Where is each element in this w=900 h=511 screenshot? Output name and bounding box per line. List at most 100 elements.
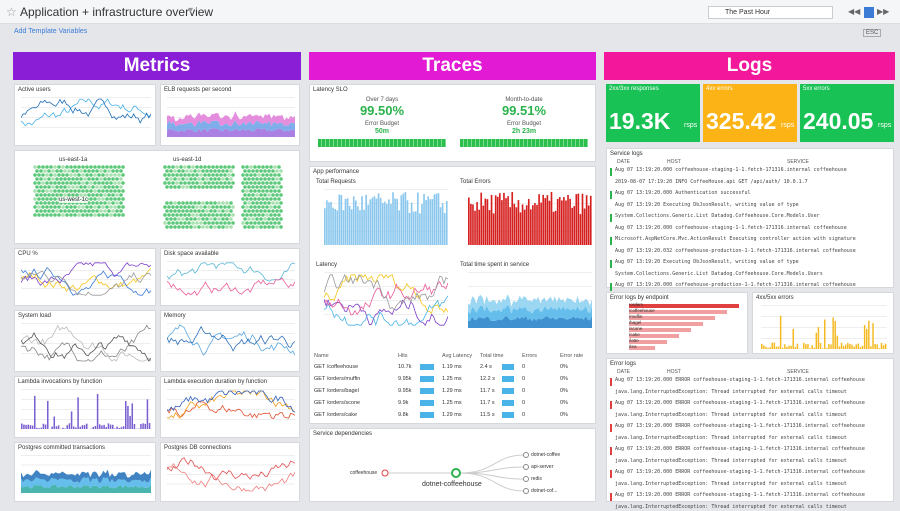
line — [167, 262, 295, 282]
slo-bar — [540, 139, 544, 147]
bar — [567, 194, 569, 245]
host-hex — [269, 189, 273, 193]
host-hex — [107, 209, 111, 213]
slo-bar — [362, 139, 366, 147]
host-hex — [203, 165, 207, 169]
host-hex — [55, 177, 59, 181]
host-hex — [97, 197, 101, 201]
widget-title: ELB requests per second — [164, 87, 232, 93]
host-hex — [165, 169, 169, 173]
host-hex — [241, 205, 245, 209]
host-hex — [81, 165, 85, 169]
host-hex — [227, 221, 231, 225]
host-hex — [77, 181, 81, 185]
host-hex — [195, 165, 199, 169]
host-hex — [203, 181, 207, 185]
log-line: java.lang.InterruptedException: Thread i… — [615, 434, 847, 441]
host-hex — [193, 209, 197, 213]
host-hex — [241, 173, 245, 177]
host-hex — [181, 169, 185, 173]
host-hex — [49, 173, 53, 177]
bar — [811, 345, 813, 349]
area — [468, 294, 592, 314]
host-hex — [99, 185, 103, 189]
host-hex — [59, 185, 63, 189]
bar — [517, 200, 520, 245]
host-hex — [81, 173, 85, 177]
host-hex — [181, 217, 185, 221]
bar — [34, 395, 36, 429]
endpoint-bar — [629, 340, 667, 344]
host-hex — [167, 173, 171, 177]
host-hex — [61, 205, 65, 209]
bar — [788, 345, 790, 349]
table-cell: 11.7 s — [480, 400, 495, 406]
column-header: Total time — [480, 353, 504, 359]
cell-bar — [502, 388, 514, 394]
template-link[interactable]: Add Template Variables — [14, 28, 88, 35]
host-hex — [69, 165, 73, 169]
table-cell: 10.7k — [398, 364, 412, 370]
host-hex — [65, 189, 69, 193]
bar — [499, 193, 501, 245]
column-header: Avg Latency — [442, 353, 473, 359]
host-hex — [277, 205, 281, 209]
host-hex — [207, 205, 211, 209]
host-hex — [107, 193, 111, 197]
widget-title: Postgres DB connections — [164, 445, 232, 451]
star[interactable]: ☆ — [6, 5, 17, 19]
pause[interactable] — [864, 7, 874, 18]
log-line: Aug 07 13:19:20.000 ERROR coffeehouse-st… — [615, 377, 865, 383]
host-hex — [173, 201, 177, 205]
widget: Service logs DATE HOST SERVICE Aug 07 13:19:… — [606, 148, 894, 291]
host-hex — [49, 213, 53, 217]
host-hex — [169, 201, 173, 205]
region-label: us-east-1d — [173, 157, 202, 163]
host-hex — [89, 205, 93, 209]
esc-button[interactable]: ESC — [863, 29, 882, 37]
host-hex — [53, 173, 57, 177]
host-hex — [175, 165, 179, 169]
dropdown[interactable]: ▾ — [188, 5, 194, 16]
host-hex — [255, 169, 259, 173]
host-hex — [107, 185, 111, 189]
endpoint-bar — [629, 316, 715, 320]
host-hex — [267, 169, 271, 173]
host-hex — [183, 173, 187, 177]
slo-bar — [434, 139, 438, 147]
host-hex — [49, 165, 53, 169]
bar — [404, 191, 407, 245]
table-cell: 0% — [560, 400, 568, 406]
host-hex — [81, 205, 85, 209]
tile-unit: rsps — [684, 122, 698, 129]
column-header: DATE — [617, 159, 630, 165]
host-hex — [213, 225, 217, 229]
rewind[interactable]: ◀◀ — [848, 7, 861, 16]
time-picker[interactable]: The Past Hour — [708, 6, 833, 19]
host-hex — [55, 193, 59, 197]
host-hex — [205, 225, 209, 229]
host-hex — [263, 193, 267, 197]
status-dot — [610, 424, 612, 432]
node — [523, 464, 529, 470]
slo-bar — [382, 139, 386, 147]
widget: Lambda invocations by function — [14, 376, 156, 438]
cell-bar — [502, 364, 514, 370]
bar — [486, 199, 489, 245]
host-hex — [229, 177, 233, 181]
node-label: api-server — [531, 464, 554, 470]
host-hex — [61, 173, 65, 177]
host-hex — [275, 193, 279, 197]
bar — [821, 348, 824, 349]
host-hex — [223, 221, 227, 225]
forward[interactable]: ▶▶ — [877, 7, 890, 16]
slo-bar — [528, 139, 532, 147]
host-hex — [257, 173, 261, 177]
host-hex — [43, 209, 47, 213]
host-hex — [255, 217, 259, 221]
bar — [388, 199, 390, 245]
host-hex — [179, 221, 183, 225]
widget: Latency SLO Over 7 days 99.50% Error Budget… — [309, 84, 596, 162]
slo-bar — [468, 139, 472, 147]
